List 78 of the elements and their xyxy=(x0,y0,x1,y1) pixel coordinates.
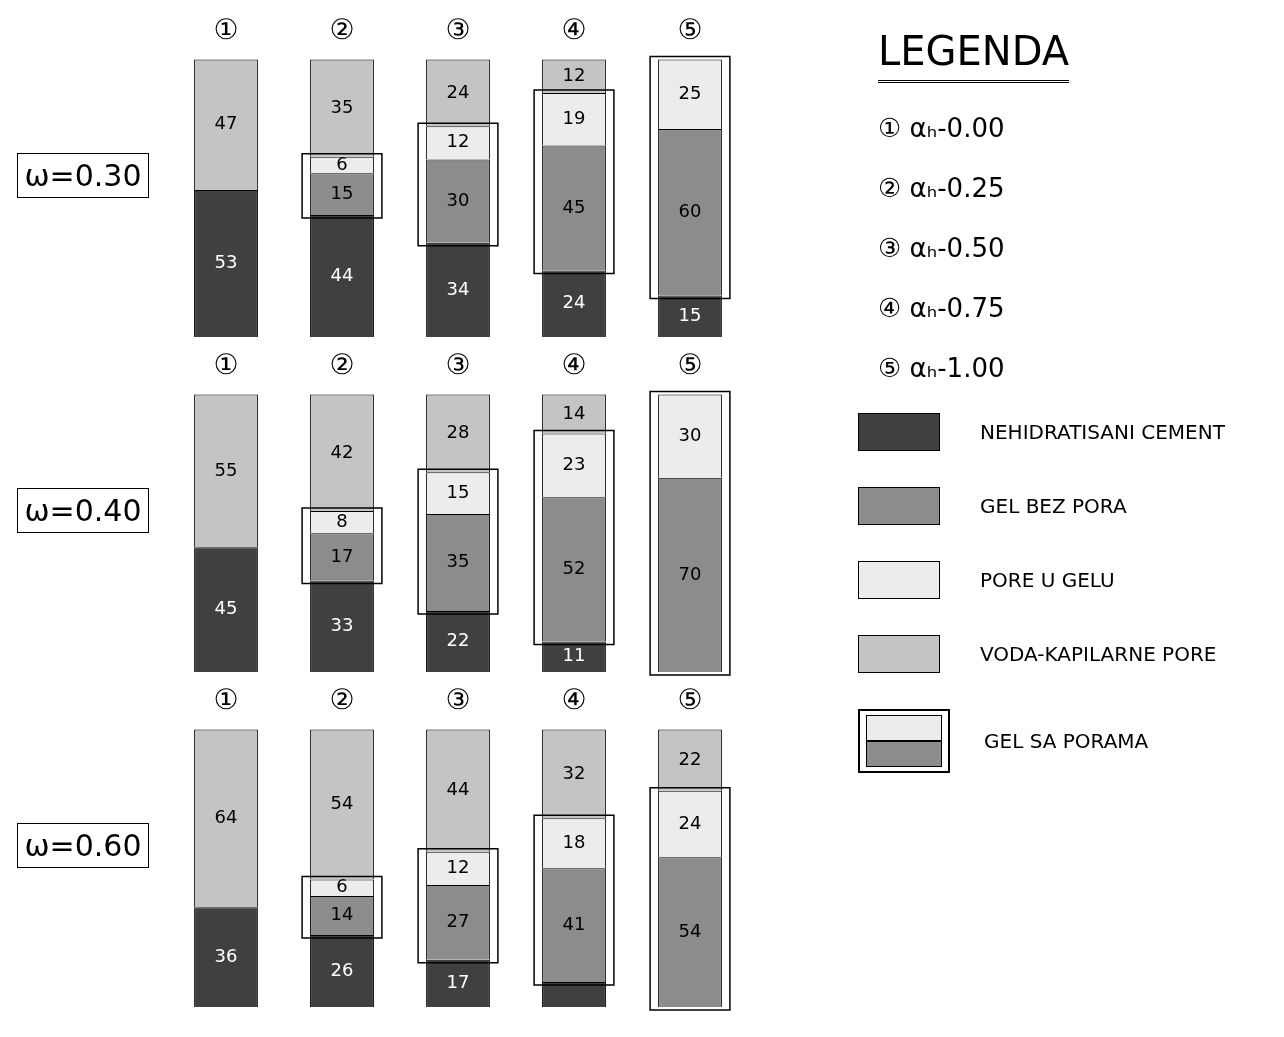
x-tick-label: ③ xyxy=(445,13,471,47)
data-label: 30 xyxy=(678,423,702,445)
data-label: 54 xyxy=(678,919,702,941)
data-label: 12 xyxy=(562,63,586,85)
data-label: 27 xyxy=(446,910,470,932)
x-tick-label: ⑤ xyxy=(677,683,703,717)
data-label: 15 xyxy=(678,303,702,325)
data-label: 44 xyxy=(446,778,470,800)
data-label: 45 xyxy=(562,195,586,217)
text: LEGENDA xyxy=(878,28,1070,83)
data-label: 60 xyxy=(678,199,702,221)
text: GEL SA PORAMA xyxy=(984,729,1149,753)
x-tick-label: ③ xyxy=(445,683,471,717)
text: ② αₕ-0.25 xyxy=(878,173,1006,203)
data-label: 23 xyxy=(562,453,586,475)
data-label: 35 xyxy=(446,550,470,572)
data-label: 17 xyxy=(330,544,354,566)
data-label: 6 xyxy=(336,875,348,897)
legend-label: NEHIDRATISANI CEMENT xyxy=(980,420,1225,444)
data-label: 22 xyxy=(446,629,470,651)
data-label: 42 xyxy=(330,440,354,462)
legend-label: VODA-KAPILARNE PORE xyxy=(980,642,1217,666)
data-label: 24 xyxy=(678,811,702,833)
x-tick-label: ② xyxy=(329,348,355,382)
x-tick-label: ⑤ xyxy=(677,13,703,47)
text: ω=0.60 xyxy=(17,823,149,868)
data-label: 47 xyxy=(214,112,238,134)
data-label: 25 xyxy=(678,81,702,103)
data-label: 36 xyxy=(214,944,238,966)
x-tick-label: ④ xyxy=(561,348,587,382)
legend-label: GEL BEZ PORA xyxy=(980,494,1127,518)
text: ω=0.40 xyxy=(17,488,149,533)
data-label: 19 xyxy=(562,106,586,128)
data-label: 34 xyxy=(446,277,470,299)
legend-label: PORE U GELU xyxy=(980,568,1115,592)
data-label: 52 xyxy=(562,557,586,579)
data-label: 26 xyxy=(330,958,354,980)
data-label: 70 xyxy=(678,562,702,584)
data-label: 14 xyxy=(562,401,586,423)
data-label: 17 xyxy=(446,971,470,993)
data-label: 6 xyxy=(336,152,348,174)
text: ④ αₕ-0.75 xyxy=(878,293,1006,323)
data-label: 54 xyxy=(330,792,354,814)
data-label: 24 xyxy=(562,291,586,313)
data-label: 44 xyxy=(330,263,354,285)
x-tick-label: ④ xyxy=(561,13,587,47)
data-label: 11 xyxy=(562,644,586,666)
x-tick-label: ② xyxy=(329,683,355,717)
x-tick-label: ① xyxy=(213,13,239,47)
data-label: 12 xyxy=(446,855,470,877)
x-tick-label: ① xyxy=(213,348,239,382)
x-tick-label: ② xyxy=(329,13,355,47)
data-label: 32 xyxy=(562,761,586,783)
data-label: 8 xyxy=(336,509,348,531)
data-label: 35 xyxy=(330,95,354,117)
data-label: 28 xyxy=(446,421,470,443)
data-label: 45 xyxy=(214,597,238,619)
data-label: 15 xyxy=(446,480,470,502)
data-label: 55 xyxy=(214,458,238,480)
data-label: 30 xyxy=(446,188,470,210)
data-label: 18 xyxy=(562,831,586,853)
data-label: 41 xyxy=(562,912,586,934)
data-label: 24 xyxy=(446,80,470,102)
x-tick-label: ④ xyxy=(561,683,587,717)
data-label: 15 xyxy=(330,181,354,203)
data-label: 14 xyxy=(330,903,354,925)
x-tick-label: ③ xyxy=(445,348,471,382)
data-label: 53 xyxy=(214,251,238,273)
data-label: 33 xyxy=(330,613,354,635)
data-label: 22 xyxy=(678,747,702,769)
text: ③ αₕ-0.50 xyxy=(878,233,1006,263)
x-tick-label: ⑤ xyxy=(677,348,703,382)
data-label: 64 xyxy=(214,806,238,828)
data-label: 12 xyxy=(446,130,470,152)
x-tick-label: ① xyxy=(213,683,239,717)
text: ① αₕ-0.00 xyxy=(878,113,1006,143)
text: ω=0.30 xyxy=(17,153,149,198)
text: ⑤ αₕ-1.00 xyxy=(878,353,1006,383)
